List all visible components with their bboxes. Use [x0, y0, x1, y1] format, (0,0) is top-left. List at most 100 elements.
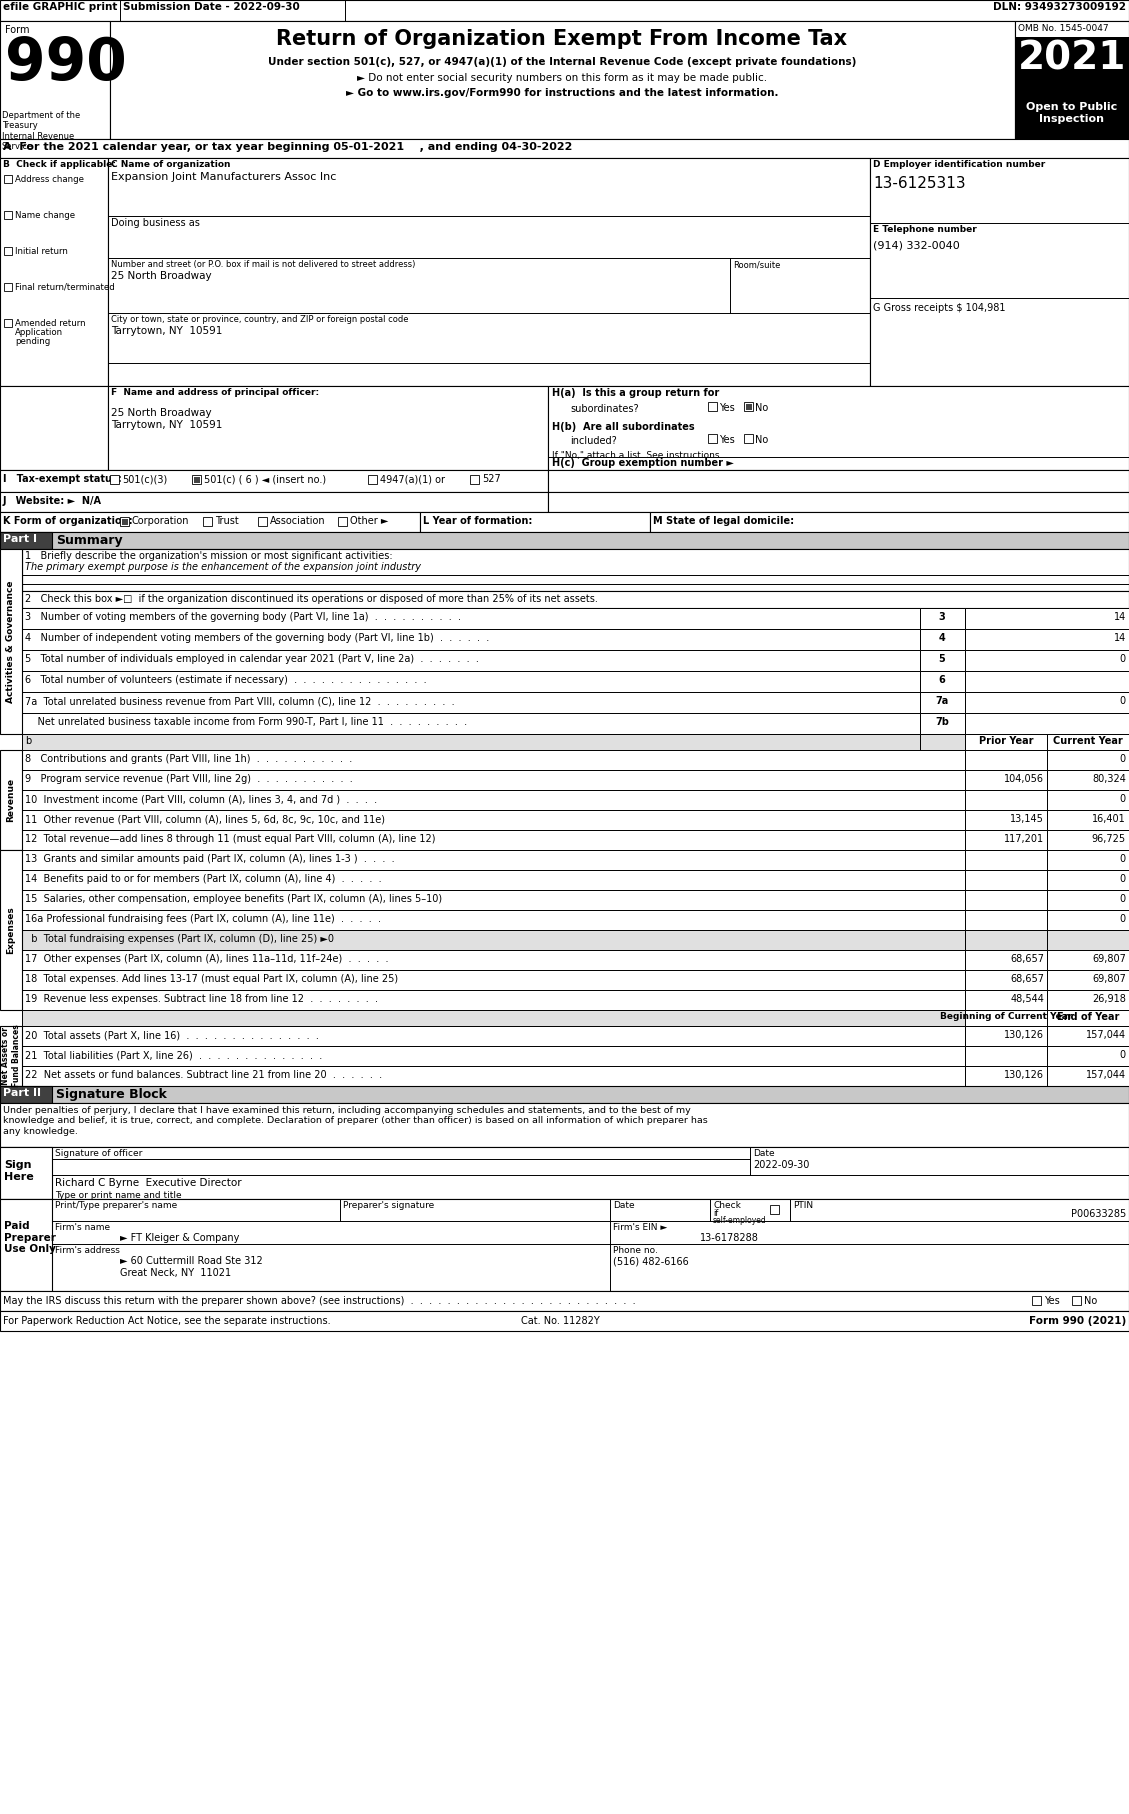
Bar	[0, 749, 21, 851]
Text: 10  Investment income (Part VIII, column (A), lines 3, 4, and 7d )  .  .  .  .: 10 Investment income (Part VIII, column …	[25, 795, 377, 804]
Text: 19  Revenue less expenses. Subtract line 18 from line 12  .  .  .  .  .  .  .  .: 19 Revenue less expenses. Subtract line …	[25, 994, 378, 1003]
Text: The primary exempt purpose is the enhancement of the expansion joint industry: The primary exempt purpose is the enhanc…	[25, 562, 421, 571]
Text: 1   Briefly describe the organization's mission or most significant activities:: 1 Briefly describe the organization's mi…	[25, 551, 393, 561]
Bar	[965, 1047, 1047, 1067]
Text: D Employer identification number: D Employer identification number	[873, 160, 1045, 169]
Bar	[108, 386, 548, 470]
Bar	[0, 1199, 1129, 1292]
Text: 13-6178288: 13-6178288	[700, 1234, 759, 1243]
Bar	[0, 512, 420, 532]
Text: Corporation: Corporation	[132, 515, 190, 526]
Text: 2   Check this box ►□  if the organization discontinued its operations or dispos: 2 Check this box ►□ if the organization …	[25, 593, 598, 604]
Bar	[0, 1087, 52, 1103]
Text: If "No," attach a list. See instructions.: If "No," attach a list. See instructions…	[552, 452, 723, 461]
Text: 117,201: 117,201	[1004, 834, 1044, 844]
Text: Doing business as: Doing business as	[111, 218, 200, 229]
Bar	[965, 1027, 1047, 1047]
Bar	[0, 1199, 52, 1292]
Text: Amended return: Amended return	[15, 319, 86, 328]
Text: Firm's address: Firm's address	[55, 1246, 120, 1255]
Text: 4   Number of independent voting members of the governing body (Part VI, line 1b: 4 Number of independent voting members o…	[25, 633, 489, 642]
Text: 0: 0	[1120, 655, 1126, 664]
Text: 6   Total number of volunteers (estimate if necessary)  .  .  .  .  .  .  .  .  : 6 Total number of volunteers (estimate i…	[25, 675, 427, 686]
Bar	[548, 492, 1129, 512]
Bar	[650, 512, 1129, 532]
Text: I   Tax-exempt status:: I Tax-exempt status:	[3, 473, 122, 484]
Text: Trust: Trust	[215, 515, 238, 526]
Text: Signature Block: Signature Block	[56, 1088, 167, 1101]
Text: 80,324: 80,324	[1092, 775, 1126, 784]
Bar	[965, 931, 1047, 951]
Bar	[192, 475, 201, 484]
Bar	[259, 517, 266, 526]
Bar	[965, 1010, 1047, 1027]
Text: Part I: Part I	[3, 533, 37, 544]
Text: Firm's name: Firm's name	[55, 1223, 111, 1232]
Bar	[1047, 970, 1129, 990]
Bar	[21, 608, 920, 629]
Bar	[122, 519, 128, 524]
Bar	[1047, 891, 1129, 911]
Bar	[21, 990, 965, 1010]
Bar	[420, 512, 650, 532]
Bar	[110, 22, 1015, 140]
Text: 5: 5	[938, 655, 945, 664]
Text: 4947(a)(1) or: 4947(a)(1) or	[380, 473, 445, 484]
Bar	[120, 517, 129, 526]
Bar	[1047, 871, 1129, 891]
Bar	[965, 691, 1129, 713]
Text: 104,056: 104,056	[1004, 775, 1044, 784]
Text: Date: Date	[613, 1201, 634, 1210]
Text: K Form of organization:: K Form of organization:	[3, 515, 132, 526]
Text: 501(c)(3): 501(c)(3)	[122, 473, 167, 484]
Text: subordinates?: subordinates?	[570, 405, 639, 414]
Text: Preparer's signature: Preparer's signature	[343, 1201, 435, 1210]
Text: B  Check if applicable:: B Check if applicable:	[3, 160, 116, 169]
Text: Summary: Summary	[56, 533, 123, 548]
Text: 21  Total liabilities (Part X, line 26)  .  .  .  .  .  .  .  .  .  .  .  .  .  : 21 Total liabilities (Part X, line 26) .…	[25, 1050, 322, 1059]
Bar	[965, 851, 1047, 871]
Text: Check: Check	[714, 1201, 741, 1210]
Bar	[203, 517, 212, 526]
Bar	[21, 649, 920, 671]
Text: Expenses: Expenses	[7, 907, 16, 954]
Bar	[0, 386, 108, 470]
Text: Yes: Yes	[719, 435, 735, 444]
Text: Under section 501(c), 527, or 4947(a)(1) of the Internal Revenue Code (except pr: Under section 501(c), 527, or 4947(a)(1)…	[268, 56, 856, 67]
Bar	[965, 735, 1047, 749]
Text: Beginning of Current Year: Beginning of Current Year	[939, 1012, 1073, 1021]
Bar	[965, 831, 1047, 851]
Text: b: b	[25, 736, 32, 746]
Text: Form 990 (2021): Form 990 (2021)	[1029, 1315, 1126, 1326]
Bar	[708, 403, 717, 412]
Text: H(a)  Is this a group return for: H(a) Is this a group return for	[552, 388, 719, 397]
Bar	[920, 649, 965, 671]
Bar	[470, 475, 479, 484]
Text: 18  Total expenses. Add lines 13-17 (must equal Part IX, column (A), line 25): 18 Total expenses. Add lines 13-17 (must…	[25, 974, 399, 983]
Bar	[965, 970, 1047, 990]
Bar	[965, 1067, 1047, 1087]
Bar	[965, 713, 1129, 735]
Text: Other ►: Other ►	[350, 515, 388, 526]
Bar	[870, 158, 1129, 386]
Bar	[0, 0, 1129, 22]
Text: No: No	[1084, 1295, 1097, 1306]
Bar	[21, 1047, 965, 1067]
Text: Tarrytown, NY  10591: Tarrytown, NY 10591	[111, 327, 222, 336]
Text: 13  Grants and similar amounts paid (Part IX, column (A), lines 1-3 )  .  .  .  : 13 Grants and similar amounts paid (Part…	[25, 854, 395, 863]
Bar	[21, 811, 965, 831]
Text: 990: 990	[5, 34, 126, 93]
Text: 2022-09-30: 2022-09-30	[753, 1159, 809, 1170]
Bar	[21, 911, 965, 931]
Bar	[965, 911, 1047, 931]
Text: efile GRAPHIC print: efile GRAPHIC print	[3, 2, 117, 13]
Bar	[5, 210, 12, 219]
Text: Print/Type preparer's name: Print/Type preparer's name	[55, 1201, 177, 1210]
Bar	[0, 1146, 1129, 1199]
Text: Type or print name and title: Type or print name and title	[55, 1192, 182, 1201]
Text: if: if	[714, 1208, 718, 1217]
Bar	[1015, 22, 1129, 140]
Text: 0: 0	[1120, 854, 1126, 863]
Bar	[21, 713, 920, 735]
Bar	[965, 891, 1047, 911]
